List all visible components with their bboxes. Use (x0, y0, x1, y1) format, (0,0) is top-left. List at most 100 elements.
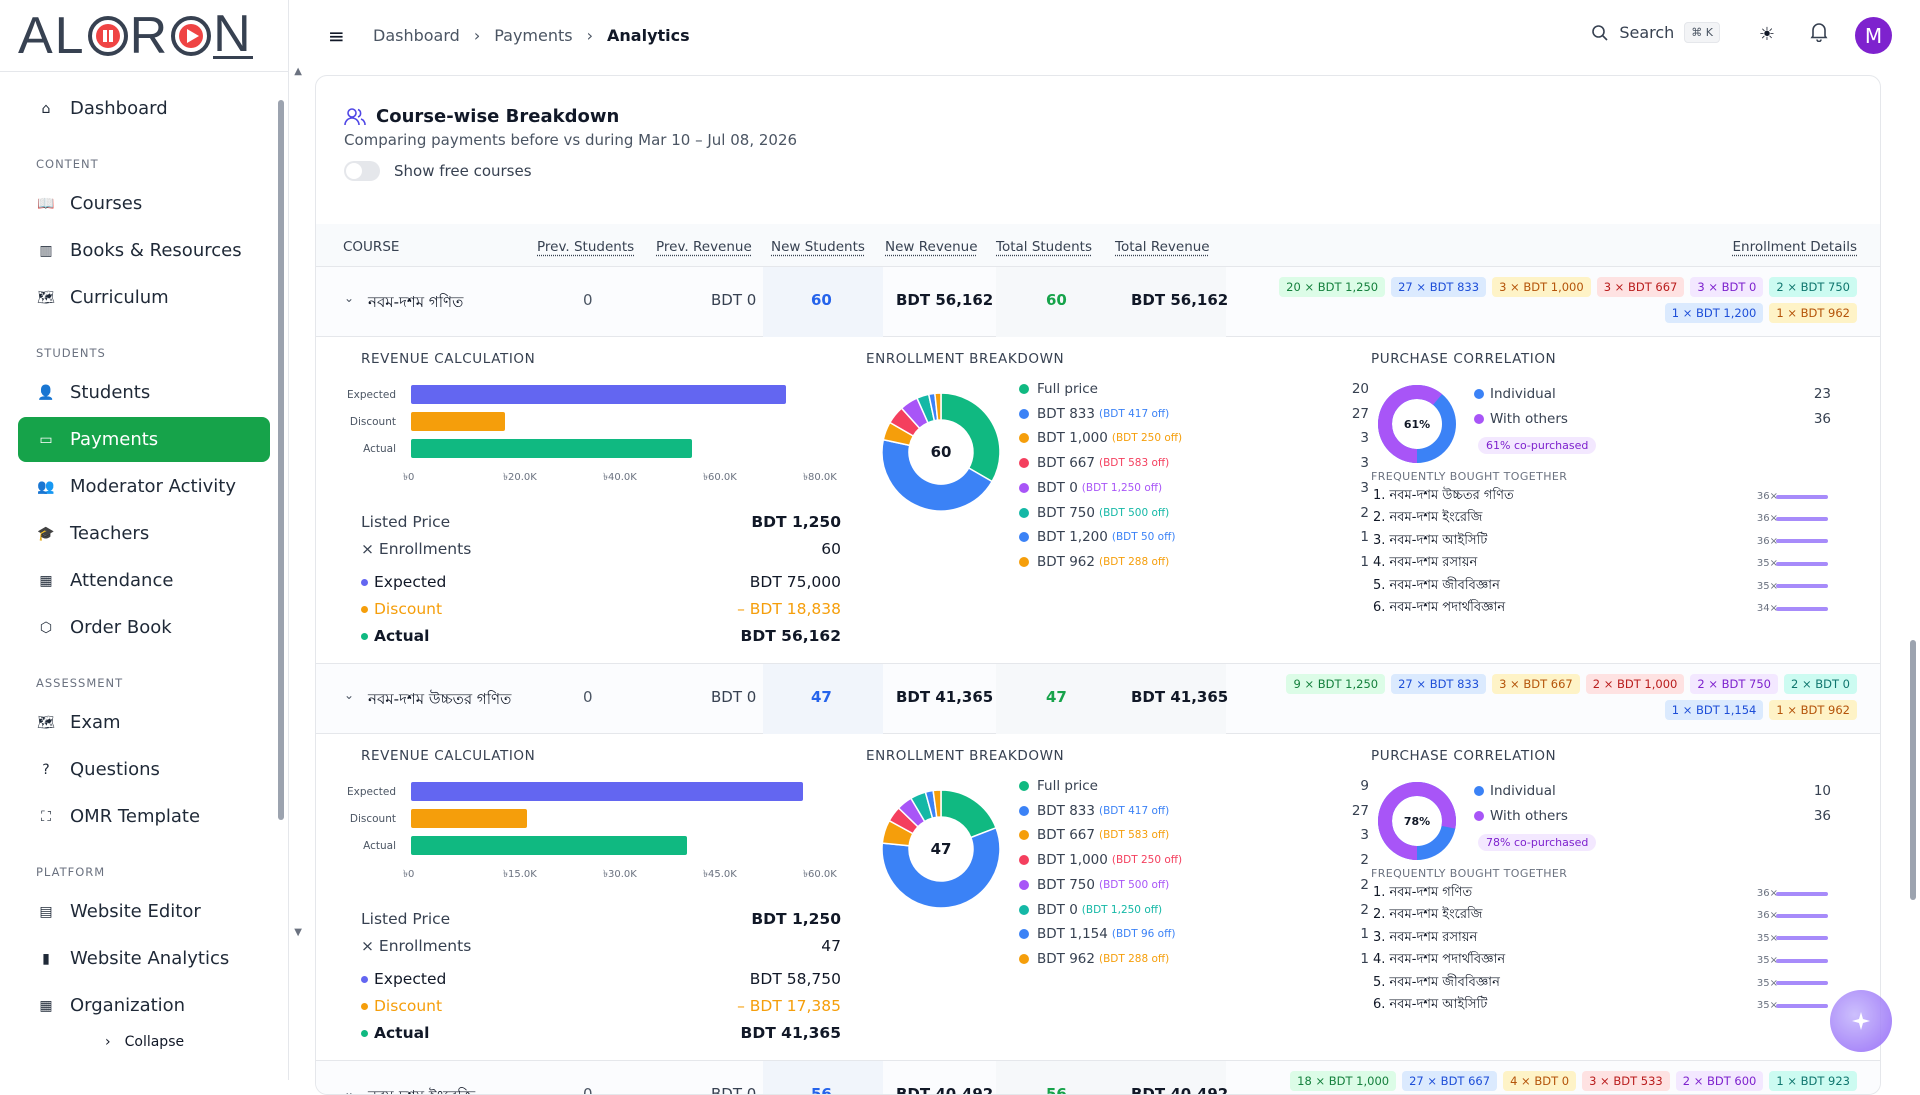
fbt-item[interactable]: 1. নবম-দশম গণিত 36× (1373, 883, 1853, 904)
chevron-right-icon: › (105, 1034, 111, 1050)
col-enrollment-details[interactable]: Enrollment Details (1733, 239, 1858, 255)
table-row[interactable]: ⌄ নবম-দশম ইংরেজি 0 BDT 0 56 BDT 40,492 56 BDT 4… (316, 1061, 1881, 1095)
sidebar-item-teachers[interactable]: 🎓 Teachers (18, 511, 270, 556)
sidebar-item-books-resources[interactable]: ▥ Books & Resources (18, 228, 270, 273)
col-new-revenue[interactable]: New Revenue (885, 239, 978, 255)
show-free-courses-toggle[interactable]: Show free courses (344, 161, 532, 181)
purchase-pct: 78% (1404, 815, 1430, 828)
sidebar-item-courses[interactable]: 📖 Courses (18, 181, 270, 226)
sidebar-item-organization[interactable]: ▦ Organization (18, 983, 270, 1028)
bell-icon[interactable] (1810, 22, 1828, 46)
legend-dot (1019, 409, 1029, 419)
sidebar: AL R N ⌂ Dashboard CONTENT 📖 Courses ▥ Books &… (0, 0, 289, 1080)
menu-icon[interactable]: ≡ (328, 24, 345, 48)
avatar[interactable]: M (1855, 17, 1892, 54)
fbt-item[interactable]: 5. নবম-দশম জীববিজ্ঞান 35× (1373, 973, 1853, 994)
expand-chevron-icon[interactable]: ⌄ (344, 291, 354, 305)
expand-chevron-icon[interactable]: ⌄ (344, 688, 354, 702)
col-new-students[interactable]: New Students (771, 239, 865, 255)
col-prev-revenue[interactable]: Prev. Revenue (656, 239, 752, 255)
table-row[interactable]: ⌄ নবম-দশম গণিত 0 BDT 0 60 BDT 56,162 60 BDT 56,… (316, 267, 1881, 337)
sidebar-item-exam[interactable]: 🗺 Exam (18, 700, 270, 745)
fbt-item[interactable]: 6. নবম-দশম পদার্থবিজ্ঞান 34× (1373, 598, 1853, 619)
new-revenue: BDT 56,162 (896, 291, 993, 309)
fbt-bar (1776, 539, 1828, 543)
fbt-count: 35× (1757, 978, 1778, 989)
enrollment-chip: 27 × BDT 833 (1391, 674, 1486, 694)
fbt-item[interactable]: 3. নবম-দশম রসায়ন 35× (1373, 928, 1853, 949)
breakdown-legend-item: BDT 833 (BDT 417 off) 27 (1019, 406, 1369, 422)
sidebar-item-omr-template[interactable]: ⛶ OMR Template (18, 794, 270, 839)
col-prev-students[interactable]: Prev. Students (537, 239, 634, 255)
fbt-item[interactable]: 6. নবম-দশম আইসিটি 35× (1373, 995, 1853, 1016)
enrollment-chip: 1 × BDT 962 (1769, 700, 1857, 720)
revenue-calc-label: × Enrollments (361, 937, 471, 955)
sidebar-item-questions[interactable]: ? Questions (18, 747, 270, 792)
fbt-count: 35× (1757, 1000, 1778, 1011)
breakdown-legend-item: BDT 750 (BDT 500 off) 2 (1019, 877, 1369, 893)
legend-dot (1019, 458, 1029, 468)
sidebar-item-website-editor[interactable]: ▤ Website Editor (18, 889, 270, 934)
fbt-item[interactable]: 3. নবম-দশম আইসিটি 36× (1373, 531, 1853, 552)
toggle-switch[interactable] (344, 161, 380, 181)
sidebar-section-title: ASSESSMENT (18, 652, 270, 700)
logo-pause-icon (86, 14, 130, 58)
prev-revenue: BDT 0 (711, 1085, 756, 1095)
collapse-button[interactable]: › Collapse (105, 1034, 184, 1050)
sidebar-item-dashboard[interactable]: ⌂ Dashboard (18, 86, 270, 131)
breakdown-legend-item: BDT 1,000 (BDT 250 off) 3 (1019, 430, 1369, 446)
enrollment-chip: 27 × BDT 833 (1391, 277, 1486, 297)
sun-icon[interactable]: ☀ (1759, 24, 1775, 45)
sidebar-item-students[interactable]: 👤 Students (18, 370, 270, 415)
breakdown-label: BDT 0 (1037, 902, 1078, 918)
col-total-students[interactable]: Total Students (996, 239, 1092, 255)
revenue-calc-value: BDT 41,365 (741, 1024, 841, 1042)
ai-assistant-button[interactable] (1830, 990, 1892, 1052)
sidebar-item-website-analytics[interactable]: ▮ Website Analytics (18, 936, 270, 981)
sidebar-item-label: Students (70, 382, 150, 403)
breakdown-label: Full price (1037, 778, 1098, 794)
fbt-item[interactable]: 5. নবম-দশম জীববিজ্ঞান 35× (1373, 576, 1853, 597)
expand-chevron-icon[interactable]: ⌄ (344, 1085, 354, 1095)
sidebar-item-order-book[interactable]: ⬡ Order Book (18, 605, 270, 650)
label-text: Actual (374, 1024, 429, 1042)
breadcrumb-dashboard[interactable]: Dashboard (373, 26, 460, 45)
fbt-item[interactable]: 2. নবম-দশম ইংরেজি 36× (1373, 508, 1853, 529)
sidebar-scrollbar[interactable] (278, 100, 284, 820)
logo[interactable]: AL R N (0, 0, 288, 72)
fbt-course: 5. নবম-দশম জীববিজ্ঞান (1373, 973, 1500, 994)
fbt-item[interactable]: 4. নবম-দশম পদার্থবিজ্ঞান 35× (1373, 950, 1853, 971)
sidebar-nav: ⌂ Dashboard CONTENT 📖 Courses ▥ Books & Resour… (0, 72, 288, 1028)
bar-label: Discount (346, 813, 396, 825)
sidebar-item-curriculum[interactable]: 🗺 Curriculum (18, 275, 270, 320)
axis-tick-label: ৳60.0K (703, 470, 737, 487)
enrollment-chip: 2 × BDT 750 (1769, 277, 1857, 297)
fbt-count: 36× (1757, 536, 1778, 547)
fbt-item[interactable]: 2. নবম-দশম ইংরেজি 36× (1373, 905, 1853, 926)
sidebar-item-label: Books & Resources (70, 240, 242, 261)
breadcrumb-payments[interactable]: Payments (494, 26, 572, 45)
breakdown-discount: (BDT 50 off) (1112, 531, 1176, 543)
legend-dot (361, 633, 368, 640)
fbt-item[interactable]: 1. নবম-দশম উচ্চতর গণিত 36× (1373, 486, 1853, 507)
sidebar-item-moderator-activity[interactable]: 👥 Moderator Activity (18, 464, 270, 509)
breakdown-legend-item: BDT 750 (BDT 500 off) 2 (1019, 505, 1369, 521)
fbt-item[interactable]: 4. নবম-দশম রসায়ন 35× (1373, 553, 1853, 574)
sidebar-item-payments[interactable]: ▭ Payments (18, 417, 270, 462)
logo-play-icon (169, 14, 213, 58)
purchase-correlation-heading: PURCHASE CORRELATION (1371, 748, 1556, 764)
search-icon (1591, 24, 1609, 42)
sidebar-item-attendance[interactable]: ▦ Attendance (18, 558, 270, 603)
search-button[interactable]: Search ⌘ K (1591, 22, 1720, 43)
revenue-calc-label: Actual (361, 627, 429, 645)
scroll-down-icon[interactable]: ▼ (294, 927, 302, 938)
discount-bar (411, 412, 505, 431)
label-text: Discount (374, 600, 442, 618)
revenue-calc-value: BDT 58,750 (750, 970, 841, 988)
breakdown-label: BDT 0 (1037, 480, 1078, 496)
revenue-calc-label: Expected (361, 573, 446, 591)
col-total-revenue[interactable]: Total Revenue (1115, 239, 1210, 255)
main-scrollbar[interactable] (1910, 640, 1916, 900)
table-row[interactable]: ⌄ নবম-দশম উচ্চতর গণিত 0 BDT 0 47 BDT 41,365 47… (316, 664, 1881, 734)
breakdown-legend-item: Full price 9 (1019, 778, 1369, 794)
